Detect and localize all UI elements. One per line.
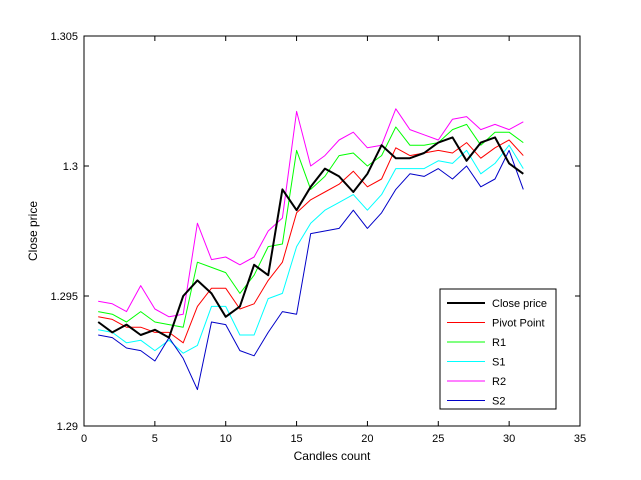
- legend-label: Pivot Point: [492, 318, 545, 330]
- series-line-close-price: [97, 136, 524, 339]
- legend-label: R2: [492, 376, 506, 388]
- x-tick-label: 30: [503, 433, 515, 445]
- tick-layer: 0 5 10 15 20 25 30 35 1.29 1.295 1.3 1.305: [50, 31, 586, 445]
- series-line-r2: [98, 108, 524, 318]
- legend-label: R1: [492, 337, 506, 349]
- series-line-r1: [98, 123, 524, 328]
- series-line-pivot-point: [98, 139, 524, 344]
- x-axis-label: Candles count: [294, 449, 371, 463]
- x-tick-label: 10: [220, 433, 232, 445]
- x-tick-label: 20: [361, 433, 373, 445]
- x-tick-label: 35: [574, 433, 586, 445]
- y-tick-label: 1.305: [50, 31, 78, 43]
- legend-label: S2: [492, 396, 505, 408]
- series-layer: [97, 108, 524, 391]
- series-line-s1: [98, 144, 524, 354]
- y-tick-label: 1.29: [57, 421, 78, 433]
- legend-label: S1: [492, 357, 505, 369]
- x-tick-label: 5: [152, 433, 158, 445]
- legend-box: [439, 288, 557, 410]
- y-tick-label: 1.3: [63, 161, 78, 173]
- x-tick-label: 0: [81, 433, 87, 445]
- y-axis-label: Close price: [26, 201, 40, 261]
- y-tick-label: 1.295: [50, 291, 78, 303]
- legend: Close price Pivot Point R1 S1 R2 S2: [439, 288, 557, 410]
- legend-label: Close price: [492, 298, 547, 310]
- x-tick-label: 25: [432, 433, 444, 445]
- x-tick-label: 15: [290, 433, 302, 445]
